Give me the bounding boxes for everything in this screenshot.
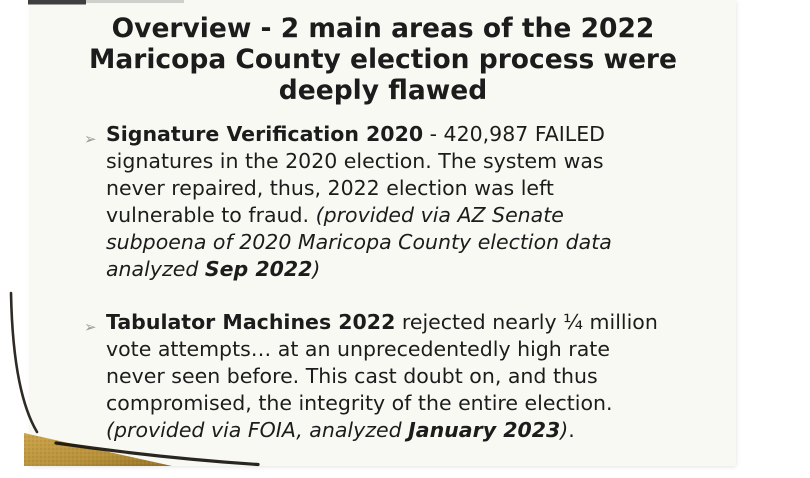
bullet-item-tabulator-machines: ➢ Tabulator Machines 2022 rejected nearl… <box>84 309 662 444</box>
bullet-text: Tabulator Machines 2022 rejected nearly … <box>106 310 658 442</box>
page-title: Overview - 2 main areas of the 2022 Maric… <box>89 13 677 106</box>
slide-canvas: Overview - 2 main areas of the 2022 Maric… <box>30 0 736 466</box>
bullet-item-signature-verification: ➢ Signature Verification 2020 - 420,987 … <box>84 121 662 283</box>
arrow-bullet-icon: ➢ <box>84 318 97 336</box>
bullet-text: Signature Verification 2020 - 420,987 FA… <box>106 122 612 281</box>
arrow-bullet-icon: ➢ <box>84 130 97 148</box>
